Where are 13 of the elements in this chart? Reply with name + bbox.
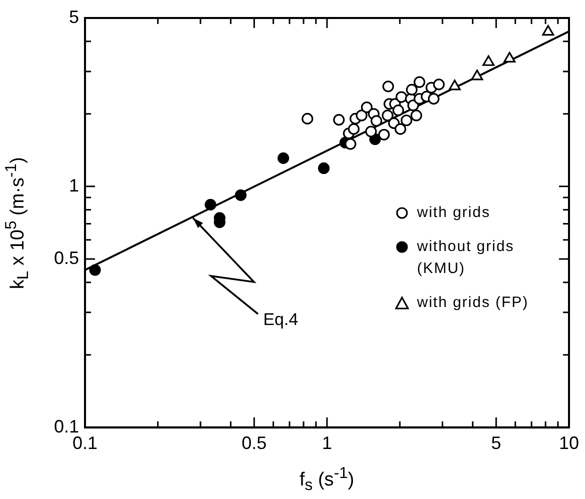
- y-tick-label: 1: [69, 175, 80, 196]
- y-tick-label: 5: [69, 6, 80, 27]
- x-tick-label: 5: [491, 433, 502, 454]
- x-tick-label: 0.5: [242, 433, 267, 454]
- y-tick-label: 0.5: [54, 248, 80, 268]
- annotation: Eq.4: [263, 310, 298, 330]
- legend-label: with grids: [416, 202, 492, 223]
- x-axis-title: f$_{s}$ (s$^{-1}$): [300, 465, 354, 496]
- legend-label: without grids (KMU): [416, 236, 516, 279]
- x-tick-label: 1: [322, 433, 332, 454]
- legend-label: with grids (FP): [416, 292, 529, 313]
- x-tick-label: 10: [558, 433, 580, 454]
- y-tick-label: 0.1: [54, 416, 80, 436]
